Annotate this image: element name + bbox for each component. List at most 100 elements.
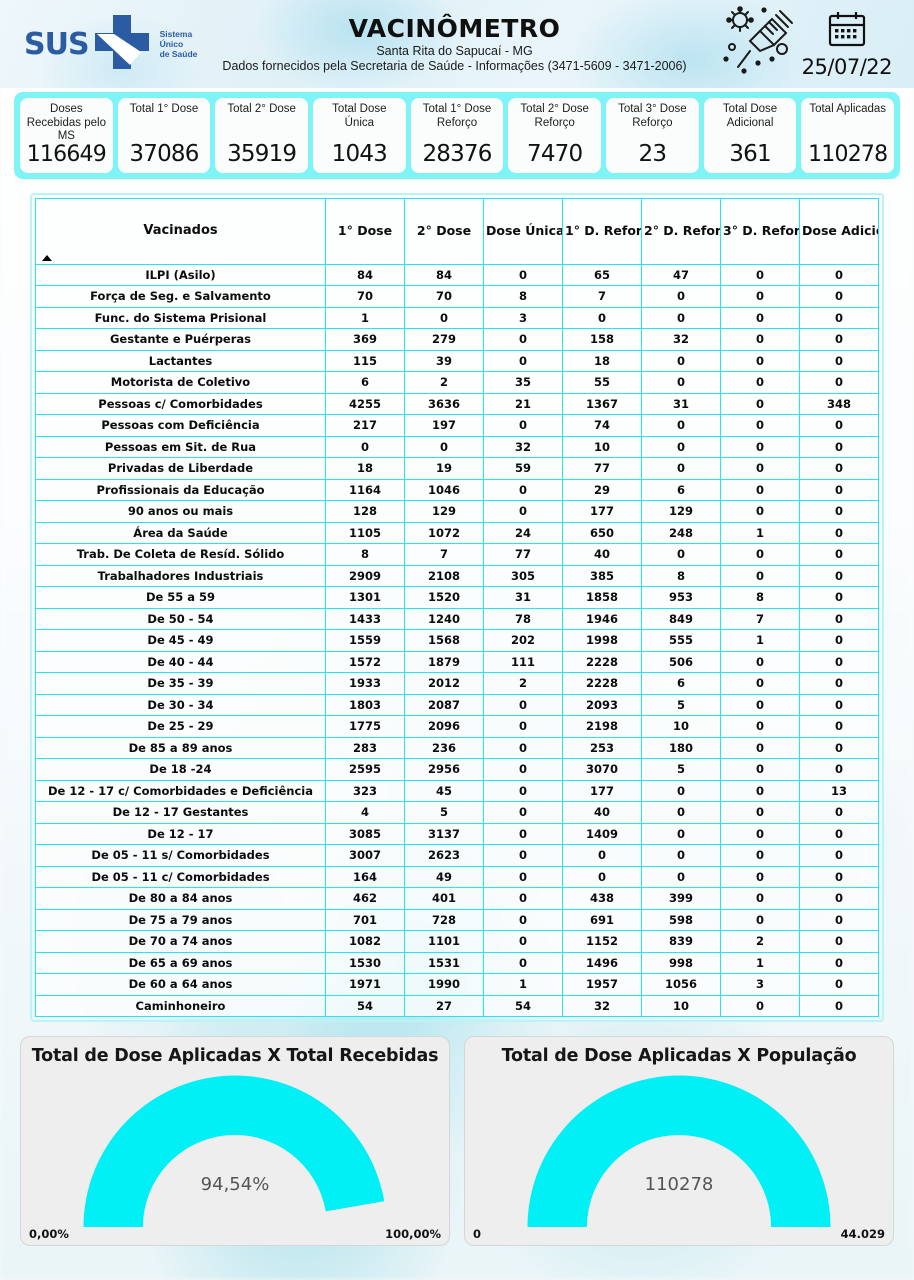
table-cell-value: 1998 (562, 629, 642, 652)
kpi-card: Doses Recebidas pelo MS 116649 (20, 98, 113, 173)
table-row[interactable]: Caminhoneiro 54 27 54 32 10 0 0 (35, 994, 879, 1018)
kpi-card: Total Dose Única 1043 (313, 98, 406, 173)
table-cell-value: 0 (799, 693, 879, 717)
table-row[interactable]: Func. do Sistema Prisional 1 0 3 0 0 0 0 (35, 306, 879, 330)
table-cell-group-name: Privadas de Liberdade (35, 457, 326, 480)
table-row[interactable]: De 85 a 89 anos 283 236 0 253 180 0 0 (35, 736, 879, 760)
table-cell-value: 506 (641, 650, 721, 674)
table-row[interactable]: ILPI (Asilo) 84 84 0 65 47 0 0 (35, 263, 879, 287)
table-cell-value: 1496 (562, 951, 642, 975)
table-cell-value: 1082 (325, 930, 405, 953)
table-cell-value: 49 (404, 865, 484, 889)
table-cell-value: 0 (562, 865, 642, 889)
table-row[interactable]: De 80 a 84 anos 462 401 0 438 399 0 0 (35, 887, 879, 910)
table-row[interactable]: De 55 a 59 1301 1520 31 1858 953 8 0 (35, 586, 879, 609)
table-cell-value: 128 (325, 500, 405, 523)
table-row[interactable]: De 35 - 39 1933 2012 2 2228 6 0 0 (35, 672, 879, 695)
table-cell-value: 0 (483, 951, 563, 975)
table-cell-group-name: De 05 - 11 s/ Comorbidades (35, 844, 326, 867)
table-cell-group-name: Área da Saúde (35, 521, 326, 545)
table-column-header[interactable]: Vacinados (35, 197, 326, 265)
kpi-card: Total 1° Dose Reforço 28376 (410, 98, 504, 173)
table-cell-group-name: De 35 - 39 (35, 672, 326, 695)
table-column-header[interactable]: Dose Adicional (799, 197, 879, 265)
table-row[interactable]: Privadas de Liberdade 18 19 59 77 0 0 0 (35, 457, 879, 480)
table-column-header[interactable]: 1° D. Reforço (562, 197, 642, 265)
table-cell-value: 0 (720, 908, 800, 932)
date-box: 25/07/22 (802, 10, 893, 79)
table-row[interactable]: De 05 - 11 s/ Comorbidades 3007 2623 0 0 0 0 0 (35, 844, 879, 867)
table-cell-value: 158 (562, 328, 642, 351)
table-column-header[interactable]: 1° Dose (325, 197, 405, 265)
table-cell-value: 0 (483, 844, 563, 867)
table-cell-value: 5 (641, 693, 721, 717)
table-row[interactable]: De 75 a 79 anos 701 728 0 691 598 0 0 (35, 908, 879, 932)
sus-cross-icon (91, 11, 153, 78)
table-cell-value: 0 (799, 564, 879, 588)
table-cell-value: 8 (641, 564, 721, 588)
kpi-card: Total 3° Dose Reforço 23 (606, 98, 699, 173)
table-row[interactable]: De 70 a 74 anos 1082 1101 0 1152 839 2 0 (35, 930, 879, 953)
table-row[interactable]: De 12 - 17 c/ Comorbidades e Deficiência… (35, 779, 879, 803)
table-column-header[interactable]: 2° D. Reforço (641, 197, 721, 265)
table-cell-value: 0 (483, 801, 563, 824)
table-row[interactable]: De 50 - 54 1433 1240 78 1946 849 7 0 (35, 607, 879, 631)
table-row[interactable]: Pessoas em Sit. de Rua 0 0 32 10 0 0 0 (35, 435, 879, 459)
table-cell-value: 197 (404, 414, 484, 437)
table-row[interactable]: Força de Seg. e Salvamento 70 70 8 7 0 0 0 (35, 285, 879, 308)
table-cell-value: 1559 (325, 629, 405, 652)
table-cell-group-name: Força de Seg. e Salvamento (35, 285, 326, 308)
gauge-title: Total de Dose Aplicadas X População (501, 1046, 857, 1067)
table-row[interactable]: Trabalhadores Industriais 2909 2108 305 385 8… (35, 564, 879, 588)
table-cell-value: 1572 (325, 650, 405, 674)
kpi-card: Total 2° Dose 35919 (215, 98, 309, 173)
table-row[interactable]: De 12 - 17 Gestantes 4 5 0 40 0 0 0 (35, 801, 879, 824)
table-row[interactable]: Pessoas com Deficiência 217 197 0 74 0 0 0 (35, 414, 879, 437)
sort-ascending-icon (42, 254, 52, 261)
table-row[interactable]: De 30 - 34 1803 2087 0 2093 5 0 0 (35, 693, 879, 717)
table-cell-value: 0 (483, 930, 563, 953)
table-row[interactable]: De 40 - 44 1572 1879 111 2228 506 0 0 (35, 650, 879, 674)
table-cell-value: 0 (404, 435, 484, 459)
table-cell-value: 0 (483, 865, 563, 889)
table-column-header[interactable]: Dose Única (483, 197, 563, 265)
table-cell-value: 728 (404, 908, 484, 932)
kpi-card: Total 2° Dose Reforço 7470 (508, 98, 602, 173)
table-row[interactable]: Pessoas c/ Comorbidades 4255 3636 21 1367 31 0… (35, 392, 879, 416)
table-cell-value: 348 (799, 392, 879, 416)
table-cell-group-name: Profissionais da Educação (35, 478, 326, 502)
table-cell-group-name: De 75 a 79 anos (35, 908, 326, 932)
table-cell-value: 70 (325, 285, 405, 308)
table-cell-value: 1301 (325, 586, 405, 609)
table-cell-value: 1152 (562, 930, 642, 953)
table-row[interactable]: Motorista de Coletivo 6 2 35 55 0 0 0 (35, 371, 879, 394)
table-row[interactable]: De 05 - 11 c/ Comorbidades 164 49 0 0 0 0 0 (35, 865, 879, 889)
dashboard-header: SUS Sistema Único de Saúde VACINÔMETRO S… (0, 0, 914, 88)
gauge-value-label: 94,54% (200, 1174, 270, 1196)
table-cell-value: 0 (799, 908, 879, 932)
table-cell-value: 115 (325, 349, 405, 373)
table-row[interactable]: De 18 -24 2595 2956 0 3070 5 0 0 (35, 758, 879, 781)
table-cell-value: 0 (799, 457, 879, 480)
sus-logo: SUS Sistema Único de Saúde (24, 11, 197, 78)
table-row[interactable]: Gestante e Puérperas 369 279 0 158 32 0 0 (35, 328, 879, 351)
table-row[interactable]: De 65 a 69 anos 1530 1531 0 1496 998 1 0 (35, 951, 879, 975)
table-column-header[interactable]: 3° D. Reforço (720, 197, 800, 265)
table-cell-value: 19 (404, 457, 484, 480)
table-row[interactable]: De 60 a 64 anos 1971 1990 1 1957 1056 3 0 (35, 973, 879, 996)
table-cell-value: 32 (641, 328, 721, 351)
kpi-value: 37086 (129, 140, 199, 167)
table-cell-value: 0 (720, 801, 800, 824)
table-row[interactable]: Lactantes 115 39 0 18 0 0 0 (35, 349, 879, 373)
table-cell-value: 54 (483, 994, 563, 1018)
table-row[interactable]: De 12 - 17 3085 3137 0 1409 0 0 0 (35, 822, 879, 846)
table-row[interactable]: 90 anos ou mais 128 129 0 177 129 0 0 (35, 500, 879, 523)
table-cell-value: 0 (483, 693, 563, 717)
table-row[interactable]: De 25 - 29 1775 2096 0 2198 10 0 0 (35, 715, 879, 738)
table-column-header[interactable]: 2° Dose (404, 197, 484, 265)
table-row[interactable]: Área da Saúde 1105 1072 24 650 248 1 0 (35, 521, 879, 545)
table-row[interactable]: Profissionais da Educação 1164 1046 0 29 6 0 0 (35, 478, 879, 502)
table-row[interactable]: De 45 - 49 1559 1568 202 1998 555 1 0 (35, 629, 879, 652)
table-row[interactable]: Trab. De Coleta de Resíd. Sólido 8 7 77 40 0 0… (35, 543, 879, 566)
table-cell-value: 129 (404, 500, 484, 523)
